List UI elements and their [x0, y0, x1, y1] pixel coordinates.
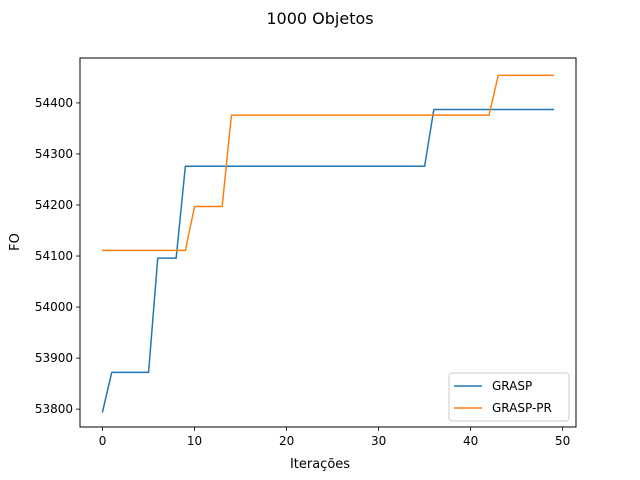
legend: GRASP GRASP-PR	[448, 372, 570, 422]
legend-label-grasp-pr: GRASP-PR	[492, 401, 552, 415]
series-line-grasp-pr	[101, 74, 555, 252]
plot-area: 0 10 20 30 40 50 53800 53900 54000 54100 54200 5430…	[35, 57, 577, 448]
x-tick-label: 0	[99, 434, 107, 448]
x-tick-label: 10	[187, 434, 202, 448]
series-layer	[101, 74, 555, 413]
y-tick-label: 54400	[35, 96, 73, 110]
y-tick-label: 53900	[35, 351, 73, 365]
legend-entries: GRASP GRASP-PR	[454, 379, 552, 415]
x-tick-label: 50	[555, 434, 570, 448]
chart-title: 1000 Objetos	[266, 9, 373, 28]
y-tick-label: 54100	[35, 249, 73, 263]
x-tick-label: 20	[279, 434, 294, 448]
axes-frame	[79, 57, 577, 428]
x-tick-label: 40	[463, 434, 478, 448]
y-axis-label: FO	[8, 233, 23, 251]
legend-box	[448, 372, 570, 422]
x-axis-label: Iterações	[290, 457, 350, 472]
legend-label-grasp: GRASP	[492, 379, 532, 393]
y-tick-label: 54300	[35, 147, 73, 161]
y-tick-label: 54000	[35, 300, 73, 314]
y-tick-label: 54200	[35, 198, 73, 212]
series-line-grasp	[101, 108, 555, 413]
y-tick-label: 53800	[35, 402, 73, 416]
x-tick-label: 30	[371, 434, 386, 448]
tick-layer: 0 10 20 30 40 50 53800 53900 54000 54100 54200 5430…	[35, 96, 570, 448]
